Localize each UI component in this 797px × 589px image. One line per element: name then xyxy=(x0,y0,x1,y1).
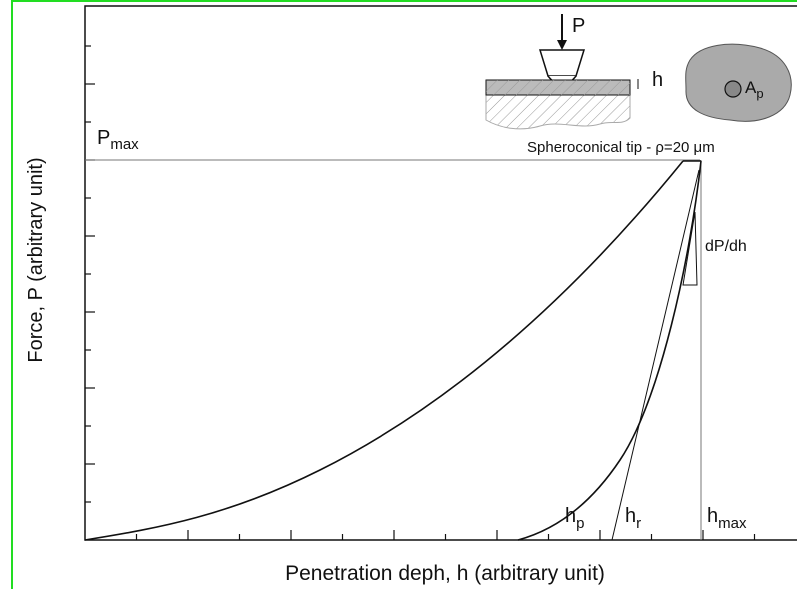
label-sub: max xyxy=(718,515,747,532)
inset-depth: h xyxy=(652,69,663,91)
label-sub: max xyxy=(110,136,139,153)
hr-label: hr xyxy=(625,505,641,532)
label-main: h xyxy=(565,505,576,527)
area-label: Ap xyxy=(745,78,764,101)
ticks xyxy=(85,45,756,540)
slope-label: dP/dh xyxy=(705,238,747,255)
label-main: P xyxy=(97,127,110,149)
sample-bulk xyxy=(485,94,631,130)
label-main: A xyxy=(745,78,757,97)
tangent-line xyxy=(611,169,700,541)
x-axis-title: Penetration deph, h (arbitrary unit) xyxy=(285,562,605,585)
label-sub: r xyxy=(636,515,641,532)
label-sub: p xyxy=(756,86,763,101)
inset-force: P xyxy=(572,15,585,37)
indenter-body xyxy=(538,49,586,77)
loading-curve xyxy=(84,160,684,541)
slope-triangle xyxy=(682,211,698,286)
imprint xyxy=(724,80,742,98)
unloading-curve xyxy=(517,160,702,541)
label-sub: p xyxy=(576,515,584,532)
label-main: h xyxy=(625,505,636,527)
arrow-head xyxy=(557,40,567,50)
sample-hatch xyxy=(486,80,630,95)
tip-caption: Spheroconical tip - ρ=20 μm xyxy=(527,139,715,156)
pmax-label: Pmax xyxy=(97,127,139,153)
label-main: h xyxy=(707,505,718,527)
hp-label: hp xyxy=(565,505,584,532)
hmax-label: hmax xyxy=(707,505,747,532)
y-axis-title: Force, P (arbitrary unit) xyxy=(25,157,47,362)
